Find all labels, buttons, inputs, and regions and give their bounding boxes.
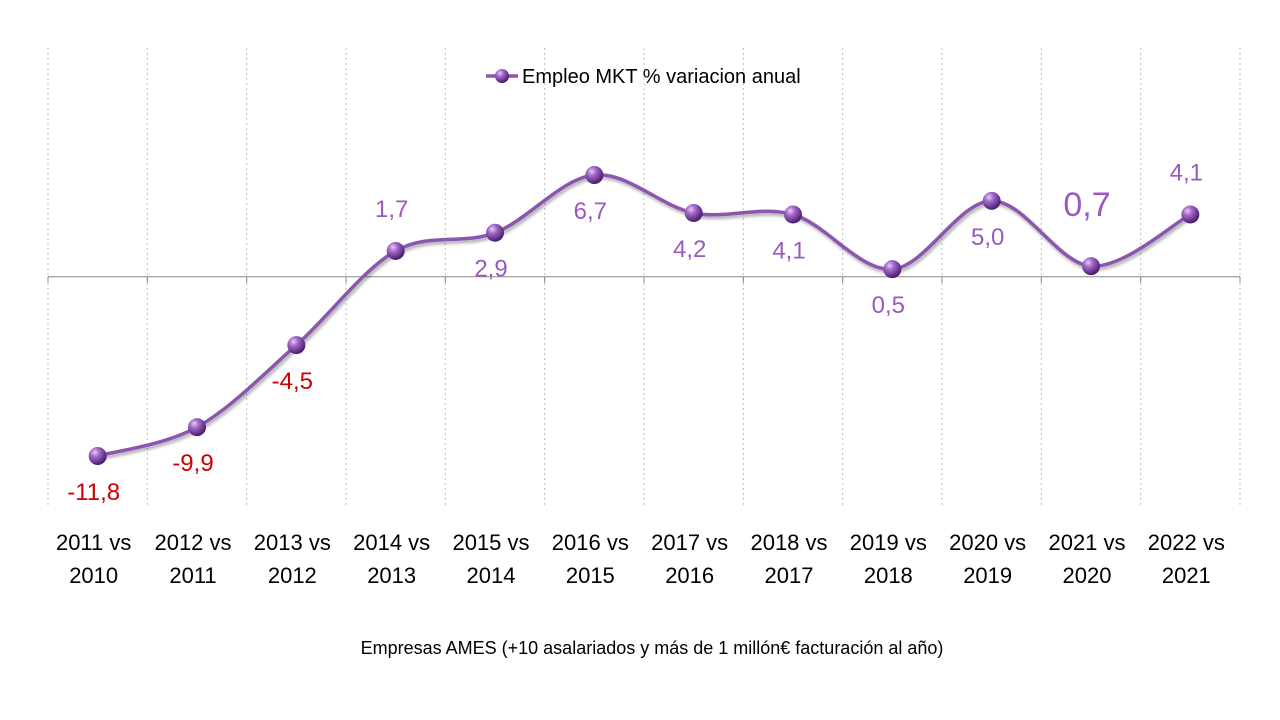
data-point-marker	[188, 418, 206, 437]
x-tick-label: 2011	[169, 563, 216, 588]
x-tick-label: 2019	[963, 563, 1012, 588]
x-tick-label: 2021 vs	[1048, 530, 1125, 555]
data-point-marker	[684, 203, 703, 222]
x-tick-label: 2014	[467, 563, 516, 588]
x-tick-label: 2015 vs	[452, 530, 529, 555]
data-point-marker	[1082, 257, 1100, 276]
x-tick-label: 2016 vs	[552, 530, 629, 555]
data-point-marker	[287, 336, 306, 355]
x-tick-label: 2010	[69, 563, 118, 588]
series-line	[97, 173, 1192, 458]
x-tick-label: 2012	[268, 563, 317, 588]
legend-sphere-marker-icon	[495, 69, 509, 83]
x-tick-label: 2017 vs	[651, 530, 728, 555]
data-label: 0,7	[1063, 186, 1110, 224]
x-tick-label: 2016	[665, 563, 714, 588]
x-tick-label: 2018	[864, 563, 913, 588]
x-tick-label: 2011 vs	[56, 530, 131, 555]
data-label: 2,9	[474, 256, 507, 283]
data-label: -9,9	[172, 450, 213, 477]
data-point-marker	[486, 223, 504, 242]
data-label: -4,5	[272, 368, 313, 395]
x-tick-label: 2021	[1162, 563, 1211, 588]
x-tick-labels: 2011 vs 2010 2012 vs 2011 2013 vs 2012 2014 vs…	[56, 530, 1225, 588]
data-label: 4,1	[772, 237, 805, 264]
data-point-marker	[982, 191, 1001, 210]
x-tick-label: 2019 vs	[850, 530, 927, 555]
data-label: 5,0	[971, 224, 1004, 251]
x-tick-label: 2013 vs	[254, 530, 331, 555]
x-tick-label: 2013	[367, 563, 416, 588]
legend: Empleo MKT % variacion anual	[486, 66, 801, 88]
x-tick-label: 2020	[1063, 563, 1112, 588]
data-labels: -11,8 -9,9 -4,5 1,7 2,9 6,7 4,2 4,1 0,5 5,0 0,7 4,1	[67, 159, 1203, 506]
x-tick-label: 2018 vs	[750, 530, 827, 555]
x-tick-label: 2015	[566, 563, 615, 588]
x-tick-label: 2012 vs	[154, 530, 231, 555]
data-label: 4,1	[1170, 159, 1203, 186]
grid-lines	[47, 48, 1241, 505]
x-tick-label: 2022 vs	[1148, 530, 1225, 555]
x-tick-label: 2014 vs	[353, 530, 430, 555]
legend-label: Empleo MKT % variacion anual	[522, 66, 801, 88]
data-point-marker	[585, 166, 604, 184]
data-label: 4,2	[673, 236, 706, 263]
data-point-marker	[88, 447, 107, 465]
data-label: 6,7	[574, 198, 607, 225]
data-point-marker	[386, 241, 405, 260]
series-markers	[88, 166, 1200, 465]
x-tick-label: 2020 vs	[949, 530, 1026, 555]
x-axis-title: Empresas AMES (+10 asalariados y más de …	[361, 638, 944, 658]
data-label: -11,8	[67, 479, 120, 506]
x-tick-label: 2017	[765, 563, 814, 588]
data-point-marker	[1181, 205, 1200, 224]
data-label: 1,7	[375, 196, 408, 223]
data-label: 0,5	[872, 292, 905, 319]
data-point-marker	[883, 260, 902, 279]
data-point-marker	[784, 205, 802, 224]
